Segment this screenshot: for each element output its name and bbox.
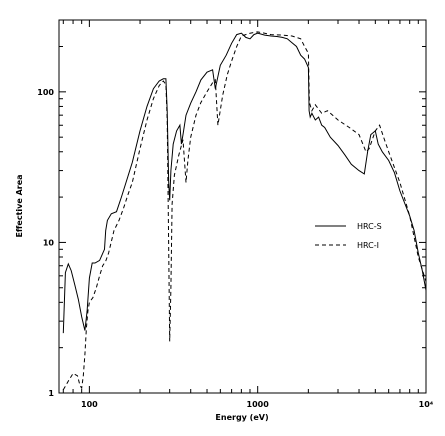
x-tick-label: 10⁴ — [419, 400, 434, 409]
x-tick-label: 1000 — [247, 400, 270, 409]
axis-ticks: 100 1000 10⁴ 1 10 100 — [37, 19, 434, 409]
series-layer — [62, 31, 427, 391]
x-axis-title: Energy (eV) — [215, 413, 268, 422]
plot-frame — [58, 19, 427, 394]
x-tick-label: 100 — [81, 400, 98, 409]
series-line-hrc-i — [62, 31, 427, 391]
y-tick-label: 100 — [37, 88, 54, 97]
legend: HRC-S HRC-I — [315, 222, 382, 250]
y-tick-label: 10 — [43, 238, 55, 247]
y-axis-title: Effective Area — [15, 174, 24, 237]
legend-label-hrc-i: HRC-I — [357, 241, 379, 250]
y-tick-label: 1 — [48, 389, 54, 398]
legend-label-hrc-s: HRC-S — [357, 222, 382, 231]
series-line-hrc-s — [62, 32, 427, 334]
